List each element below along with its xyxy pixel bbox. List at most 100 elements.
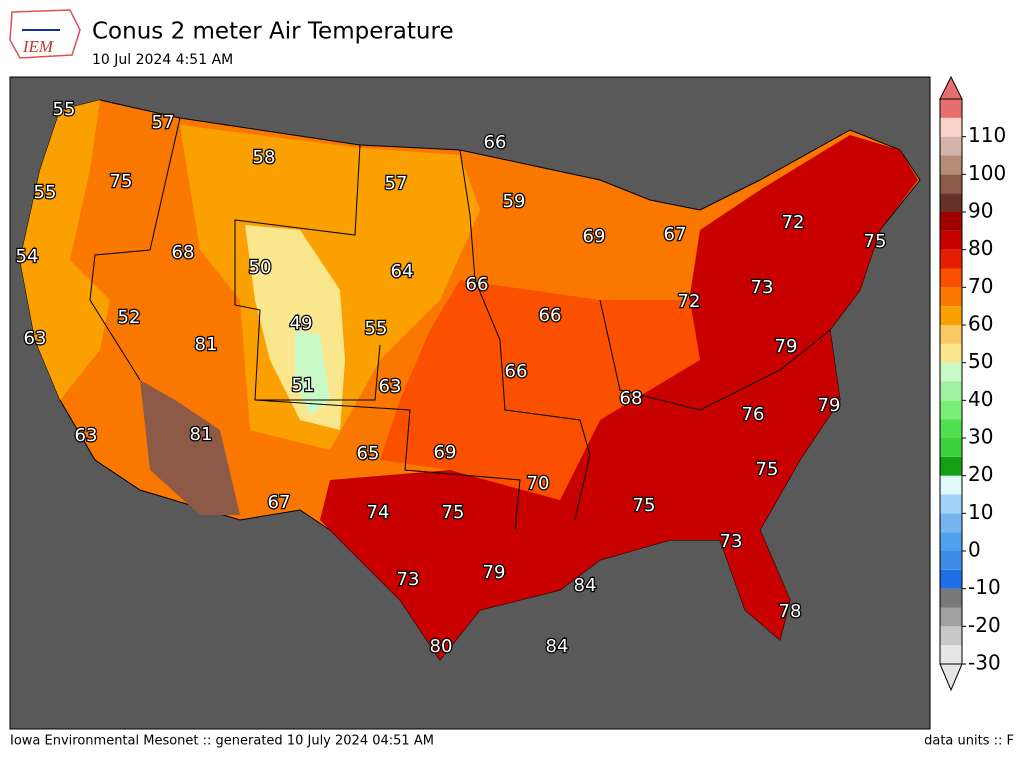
- colorbar-bin: [940, 306, 962, 325]
- temperature-label: 79: [775, 336, 798, 357]
- temperature-label: 66: [505, 361, 528, 382]
- logo: IEM: [9, 9, 81, 59]
- colorbar-bin: [940, 588, 962, 608]
- colorbar-bin: [940, 438, 962, 457]
- colorbar-tick-label: -30: [968, 651, 1001, 675]
- temperature-label: 64: [391, 261, 414, 282]
- colorbar-tick-label: 80: [968, 236, 993, 260]
- temperature-label: 65: [357, 443, 380, 464]
- temperature-label: 73: [751, 277, 774, 298]
- colorbar-tick-label: 90: [968, 199, 993, 223]
- hot-region: [140, 380, 240, 515]
- temperature-label: 63: [75, 425, 98, 446]
- colorbar-tick-label: 60: [968, 312, 993, 336]
- colorbar-bin: [940, 400, 962, 420]
- colorbar-bin: [940, 419, 962, 438]
- colorbar-tick-label: 30: [968, 425, 993, 449]
- colorbar-bin: [940, 475, 962, 495]
- temperature-label: 63: [379, 376, 402, 397]
- colorbar-bin: [940, 212, 962, 231]
- colorbar-bin: [940, 136, 962, 156]
- colorbar-tick-label: 50: [968, 349, 993, 373]
- temperature-label: 76: [742, 404, 765, 425]
- colorbar-bin: [940, 551, 962, 570]
- temperature-label: 80: [430, 636, 453, 657]
- warm-region: [320, 135, 918, 660]
- colorbar-bin: [940, 174, 962, 194]
- colorbar-bin: [940, 532, 962, 551]
- colorbar-bin: [940, 230, 962, 250]
- colorbar-bin: [940, 343, 962, 363]
- colorbar: -30 -20 -10 0 10 20 30 40 50 60 70 80 90 100 110: [939, 75, 1006, 692]
- temperature-label: 68: [620, 388, 643, 409]
- temperature-label: 66: [484, 132, 507, 153]
- temperature-label: 79: [818, 395, 841, 416]
- colorbar-bin: [940, 569, 962, 589]
- colorbar-tick-label: 40: [968, 387, 993, 411]
- colorbar-bin: [940, 513, 962, 533]
- temperature-label: 51: [292, 375, 315, 396]
- colorbar-bin: [940, 325, 962, 344]
- title: Conus 2 meter Air Temperature: [92, 19, 454, 45]
- temperature-label: 58: [253, 147, 276, 168]
- temperature-label: 81: [190, 424, 213, 445]
- colorbar-bin: [940, 494, 962, 514]
- temperature-label: 69: [434, 442, 457, 463]
- colorbar-bin: [940, 155, 962, 175]
- temperature-label: 81: [195, 334, 218, 355]
- temperature-label: 55: [365, 318, 388, 339]
- colorbar-tick-label: -20: [968, 613, 1001, 637]
- subtitle: 10 Jul 2024 4:51 AM: [92, 52, 233, 68]
- coldest-region: [295, 330, 330, 415]
- temperature-label: 57: [152, 112, 175, 133]
- temperature-label: 74: [367, 502, 390, 523]
- temperature-label: 50: [249, 257, 272, 278]
- colorbar-tick-label: 10: [968, 500, 993, 524]
- state-lines: [599, 299, 831, 411]
- state-lines: [234, 144, 381, 401]
- temperature-label: 67: [664, 224, 687, 245]
- temperature-label: 69: [583, 226, 606, 247]
- colorbar-bin: [940, 362, 962, 382]
- temperature-label: 75: [633, 495, 656, 516]
- colorbar-bin: [940, 117, 962, 137]
- colorbar-bin: [940, 268, 962, 288]
- temperature-label: 68: [172, 242, 195, 263]
- temperature-label: 55: [34, 182, 57, 203]
- coast-region: [20, 100, 110, 400]
- colorbar-tick-label: 0: [968, 538, 981, 562]
- temperature-label: 75: [110, 171, 133, 192]
- mild-region: [380, 280, 700, 500]
- temperature-label: 66: [466, 274, 489, 295]
- temperature-label: 67: [268, 492, 291, 513]
- temperature-label: 49: [290, 313, 313, 334]
- temperature-label: 72: [782, 212, 805, 233]
- colorbar-extend-bottom: [939, 663, 963, 692]
- temperature-label: 59: [503, 191, 526, 212]
- footer-left: Iowa Environmental Mesonet :: generated …: [10, 734, 434, 749]
- colorbar-bin: [940, 456, 962, 476]
- colorbar-tick-label: 110: [968, 123, 1006, 147]
- temperature-label: 84: [574, 575, 597, 596]
- colorbar-bin: [940, 99, 962, 118]
- logo-shape: [9, 9, 81, 59]
- temperature-label: 73: [720, 531, 743, 552]
- colorbar-bin: [940, 607, 962, 627]
- state-lines: [459, 149, 591, 521]
- temperature-label: 63: [24, 328, 47, 349]
- colorbar-bin: [940, 645, 962, 664]
- temperature-label: 66: [539, 305, 562, 326]
- colorbar-tick-label: 70: [968, 274, 993, 298]
- temperature-label: 75: [864, 231, 887, 252]
- temperature-label: 54: [16, 246, 39, 267]
- colorbar-bin: [940, 193, 962, 212]
- temperature-label: 75: [756, 459, 779, 480]
- temperature-label: 72: [678, 291, 701, 312]
- colorbar-bin: [940, 381, 962, 401]
- colorbar-tick-label: 20: [968, 462, 993, 486]
- footer-right: data units :: F: [924, 734, 1014, 749]
- temperature-label: 84: [546, 636, 569, 657]
- colorbar-bin: [940, 249, 962, 269]
- temperature-label: 79: [483, 562, 506, 583]
